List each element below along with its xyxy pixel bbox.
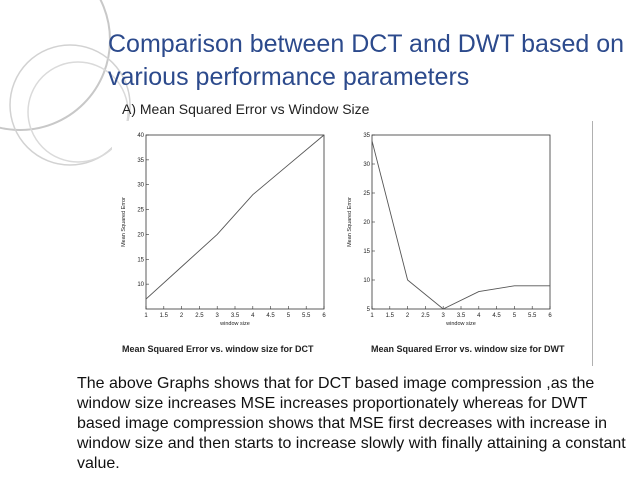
- dwt-y-tick-label: 10: [363, 278, 370, 284]
- body-paragraph: The above Graphs shows that for DCT base…: [77, 375, 626, 472]
- dct-chart-caption: Mean Squared Error vs. window size for D…: [122, 344, 314, 354]
- dct-x-tick-label: 5: [287, 313, 291, 319]
- dwt-x-tick-label: 3.5: [457, 313, 466, 319]
- dct-x-tick-label: 3: [216, 313, 220, 319]
- dct-y-axis-label: Mean Squared Error: [121, 197, 127, 247]
- dwt-x-tick-label: 3: [442, 313, 446, 319]
- deco-circle-small: [27, 61, 129, 163]
- dct-x-tick-label: 2.5: [195, 313, 204, 319]
- figure-border-line: [592, 121, 593, 366]
- section-subtitle: A) Mean Squared Error vs Window Size: [122, 101, 370, 117]
- dwt-series-line: [371, 140, 550, 310]
- dct-chart: 1 1.5 2 2.5 3 3.5 4 4.5 5 5.5 6 10 15 20 25 30 35 40 windo…: [121, 133, 326, 327]
- dwt-chart-caption: Mean Squared Error vs. window size for D…: [371, 344, 565, 354]
- dwt-y-tick-label: 5: [367, 307, 371, 313]
- dwt-x-tick-label: 4: [477, 313, 481, 319]
- dct-series-line: [145, 134, 325, 300]
- dwt-y-tick-label: 30: [363, 162, 370, 168]
- dwt-x-tick-label: 6: [548, 313, 552, 319]
- dct-x-tick-label: 3.5: [231, 313, 240, 319]
- dwt-plot-frame: [371, 134, 551, 310]
- dct-y-tick-label: 40: [137, 133, 144, 139]
- dwt-y-tick-label: 15: [363, 249, 370, 255]
- dwt-x-axis-label: window size: [445, 321, 476, 327]
- dwt-y-tick-label: 20: [363, 220, 370, 226]
- dct-x-tick-label: 4: [251, 313, 255, 319]
- dct-x-tick-label: 1.5: [160, 313, 169, 319]
- dct-y-tick-label: 25: [137, 208, 144, 214]
- dwt-x-tick-label: 1.5: [386, 313, 395, 319]
- dct-x-tick-label: 5.5: [302, 313, 311, 319]
- dct-y-tick-label: 20: [137, 232, 144, 238]
- decorative-circles: [0, 0, 131, 166]
- dct-x-tick-label: 4.5: [266, 313, 275, 319]
- dct-plot-frame: [145, 134, 325, 310]
- dct-y-tick-label: 35: [137, 158, 144, 164]
- slide-title: Comparison between DCT and DWT based on …: [108, 30, 625, 91]
- dwt-chart: 1 1.5 2 2.5 3 3.5 4 4.5 5 5.5 6 5 10 15 20 25 30 35 window…: [347, 133, 552, 327]
- deco-circle-medium: [9, 44, 131, 166]
- dwt-x-tick-label: 2.5: [421, 313, 430, 319]
- dwt-y-tick-label: 35: [363, 133, 370, 139]
- dwt-y-tick-label: 25: [363, 191, 370, 197]
- dct-x-tick-label: 1: [144, 313, 148, 319]
- dwt-x-tick-label: 2: [406, 313, 410, 319]
- dct-x-axis-label: window size: [219, 321, 250, 327]
- deco-circle-large: [0, 0, 111, 131]
- dwt-x-tick-label: 4.5: [492, 313, 501, 319]
- dct-y-tick-label: 10: [137, 282, 144, 288]
- dwt-y-axis-label: Mean Squared Error: [347, 197, 353, 247]
- dct-x-tick-label: 6: [322, 313, 326, 319]
- dct-y-tick-label: 30: [137, 183, 144, 189]
- dwt-x-tick-label: 5: [513, 313, 517, 319]
- dct-y-tick-label: 15: [137, 257, 144, 263]
- figure-panel: 1 1.5 2 2.5 3 3.5 4 4.5 5 5.5 6 10 15 20 25 30 35 40 windo…: [112, 121, 596, 366]
- dct-x-tick-label: 2: [180, 313, 184, 319]
- dwt-x-tick-label: 1: [370, 313, 374, 319]
- dwt-x-tick-label: 5.5: [528, 313, 537, 319]
